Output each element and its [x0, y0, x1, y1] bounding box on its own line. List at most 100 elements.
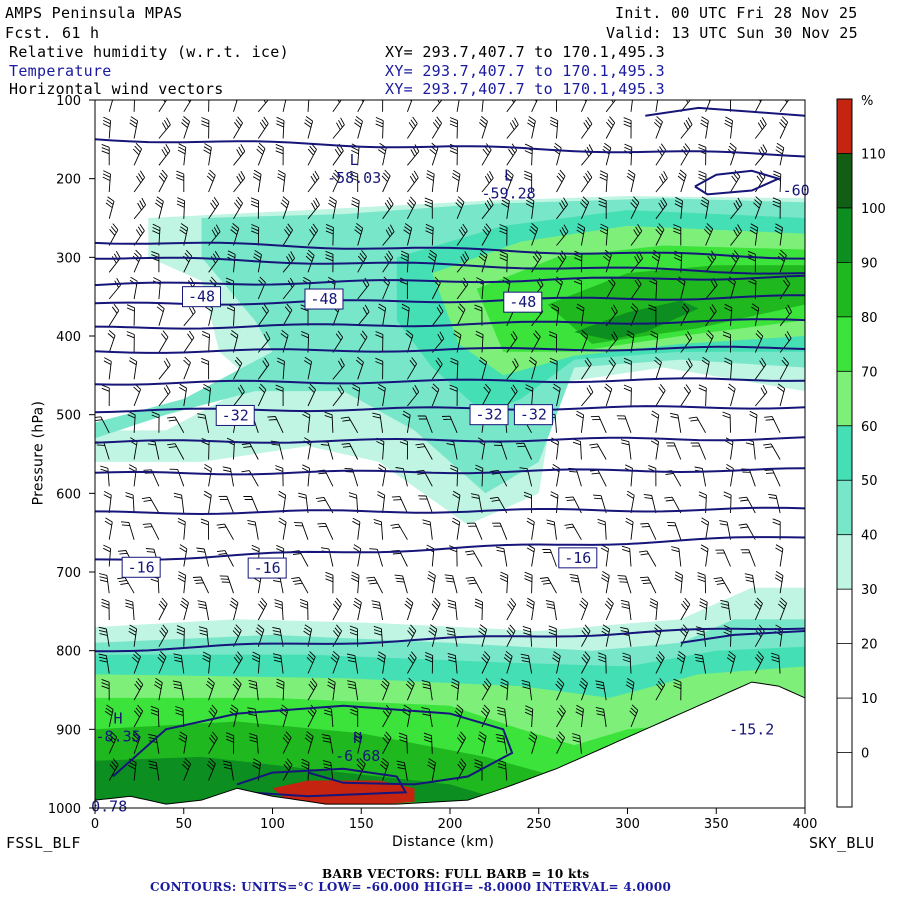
colorbar-cell-12 — [837, 752, 852, 807]
wind-barb — [727, 142, 737, 166]
extremum-marker-1: L — [504, 167, 513, 185]
wind-barb — [764, 416, 781, 433]
wind-barb — [478, 249, 488, 273]
wind-barb — [622, 652, 632, 674]
extremum-value-2: -8.35 — [95, 727, 140, 745]
wind-barb — [421, 680, 433, 701]
contour-label-box — [121, 556, 161, 578]
wind-barb — [506, 597, 517, 621]
wind-barb — [398, 732, 408, 754]
contour-label-text: -48 — [188, 288, 215, 306]
wind-barb — [198, 626, 210, 647]
wind-barb — [129, 357, 138, 380]
wind-barb — [407, 357, 417, 380]
wind-barb — [745, 439, 756, 460]
rh-region-14 — [272, 780, 415, 807]
temperature-contour — [95, 274, 805, 287]
wind-barb — [201, 357, 210, 380]
wind-barb — [699, 598, 708, 621]
wind-barb — [347, 680, 359, 701]
wind-barb — [233, 144, 246, 166]
temperature-contour — [112, 704, 514, 786]
wind-barb — [404, 597, 414, 621]
wind-barb — [779, 277, 791, 300]
contour-label-box — [558, 547, 598, 569]
wind-barb — [441, 415, 458, 433]
contour-label-text: -48 — [509, 293, 536, 311]
wind-barb — [690, 442, 707, 460]
contour-label-8: -16 — [558, 547, 598, 569]
wind-barb — [638, 550, 657, 567]
wind-barb — [720, 599, 731, 621]
wind-barb — [279, 704, 289, 728]
wind-barb — [549, 357, 558, 380]
wind-barb — [251, 651, 261, 674]
wind-barb — [676, 651, 686, 674]
wind-barb — [307, 678, 318, 701]
y-tick-label: 1000 — [48, 802, 81, 817]
end-station: SKY_BLU — [809, 834, 875, 852]
wind-barb — [357, 304, 370, 327]
wind-barb — [655, 678, 666, 701]
wind-barb — [431, 100, 443, 113]
wind-barb — [722, 331, 731, 353]
wind-barb — [650, 437, 660, 460]
contour-label-1: -48 — [304, 288, 344, 310]
wind-barb — [452, 490, 461, 514]
wind-barb — [777, 249, 787, 273]
contour-note: CONTOURS: UNITS=°C LOW= -60.000 HIGH= -8… — [150, 880, 672, 894]
wind-barb — [568, 467, 582, 487]
wind-barb — [601, 571, 610, 594]
wind-barb — [301, 464, 311, 487]
wind-barb — [673, 224, 682, 246]
partial-label-2: 0.78 — [91, 797, 127, 815]
wind-barb — [382, 731, 392, 754]
contour-label-text: -48 — [310, 290, 337, 308]
wind-barb — [351, 196, 360, 219]
wind-barb — [330, 650, 340, 674]
wind-barb — [203, 143, 212, 166]
wind-barb — [179, 544, 188, 567]
wind-barb — [474, 598, 483, 621]
wind-barb — [382, 250, 394, 273]
wind-barb — [377, 651, 386, 674]
colorbar-cell-4 — [837, 316, 852, 372]
wind-barb — [232, 677, 242, 701]
wind-barb — [407, 170, 419, 193]
wind-barb — [425, 651, 434, 674]
wind-barb — [580, 196, 590, 219]
wind-barb — [101, 678, 110, 701]
wind-barb — [425, 223, 434, 246]
wind-barb — [128, 464, 137, 487]
wind-barb — [219, 575, 234, 594]
wind-barb — [599, 170, 608, 193]
wind-barb — [626, 490, 635, 514]
wind-barb — [346, 653, 359, 674]
wind-barb — [481, 197, 494, 220]
wind-barb — [366, 576, 383, 594]
wind-barb — [449, 117, 458, 139]
wind-barb — [332, 117, 345, 139]
wind-barb — [548, 625, 557, 647]
wind-barb — [779, 357, 789, 380]
extremum-marker-3: H — [353, 729, 362, 747]
wind-barb — [496, 706, 508, 728]
valid-time: Valid: 13 UTC Sun 30 Nov 25 — [606, 24, 858, 42]
wind-barb — [340, 416, 359, 434]
temperature-contour — [95, 318, 805, 330]
wind-barb — [747, 250, 756, 273]
wind-barb — [723, 491, 732, 514]
wind-barb — [107, 329, 116, 353]
wind-barb — [625, 517, 634, 540]
wind-barb — [754, 357, 767, 380]
wind-barb — [201, 330, 210, 353]
wind-barb — [426, 544, 435, 567]
wind-barb — [377, 491, 386, 514]
wind-barb — [556, 197, 568, 220]
wind-barb — [768, 493, 781, 514]
wind-barb — [104, 704, 114, 728]
wind-barb — [230, 223, 240, 246]
wind-barb — [581, 384, 594, 407]
wind-barb — [581, 170, 593, 193]
